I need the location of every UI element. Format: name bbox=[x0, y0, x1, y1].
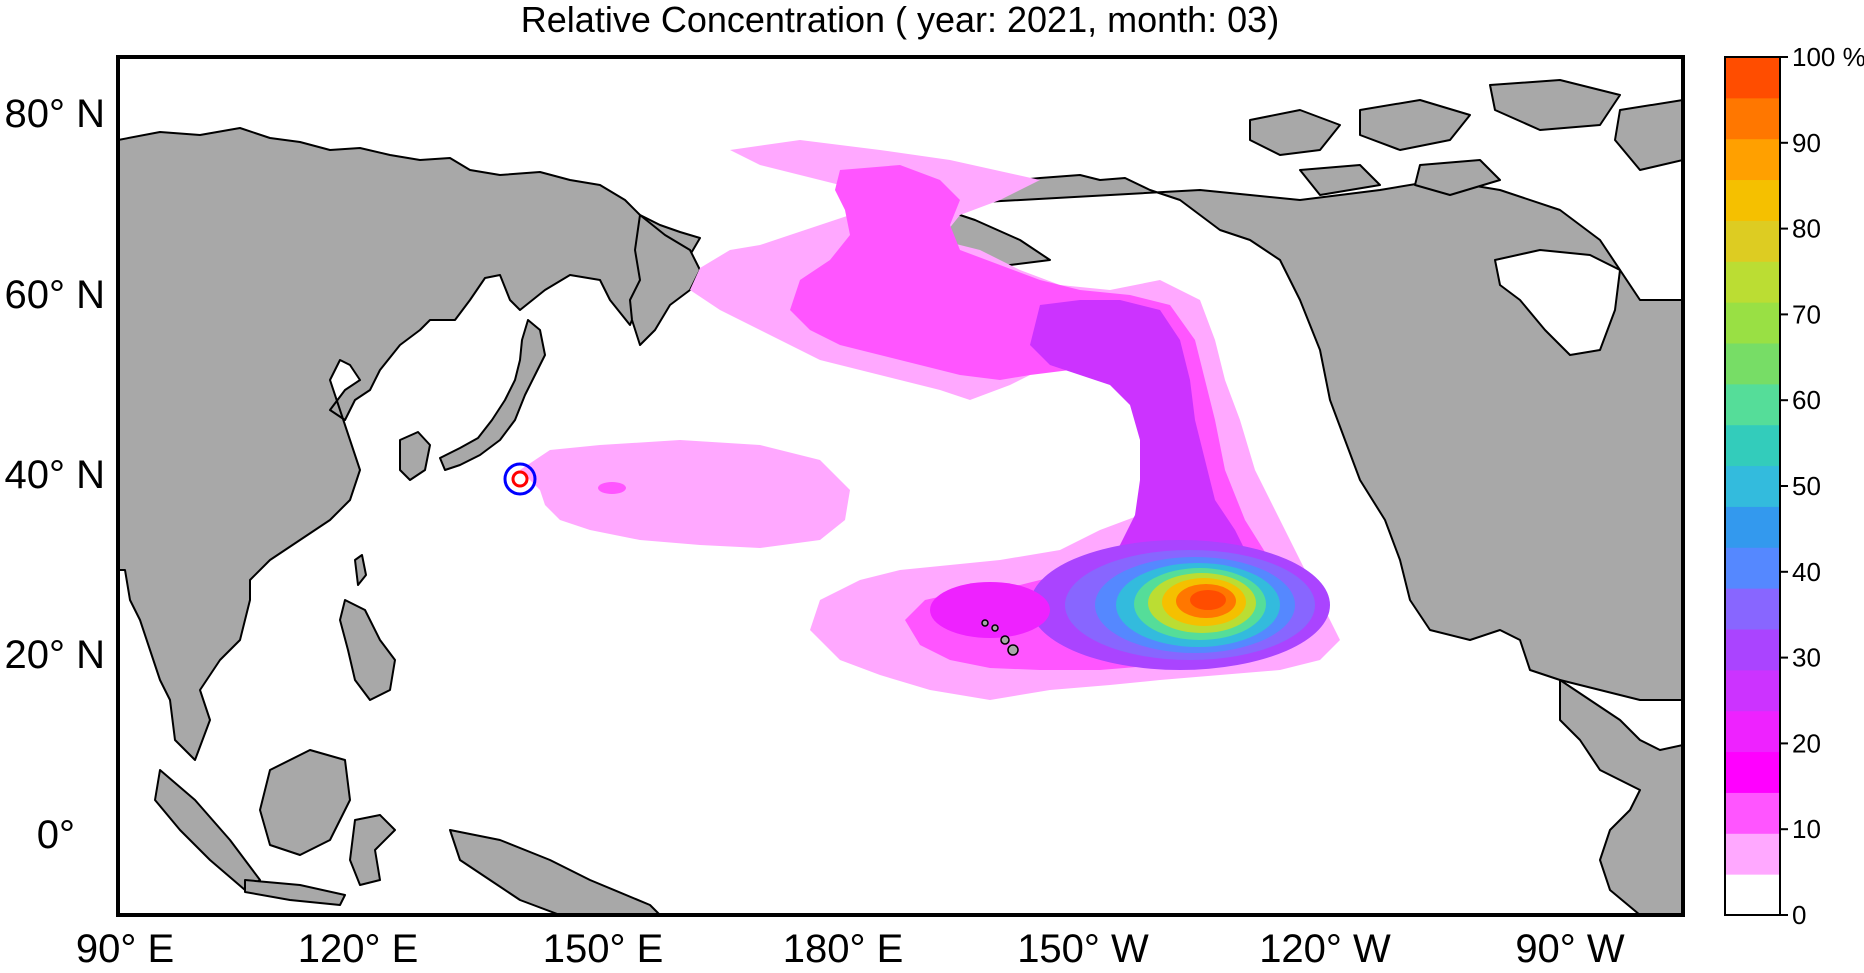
colorbar-tick-label: 0 bbox=[1792, 900, 1806, 930]
concentration-plume bbox=[520, 140, 1340, 700]
colorbar-tick-label: 70 bbox=[1792, 299, 1821, 329]
lat-label-40n: 40° N bbox=[5, 453, 106, 497]
sulawesi-island bbox=[349, 814, 396, 886]
plume-japan-core bbox=[598, 482, 626, 494]
release-site-outer-ring bbox=[503, 462, 537, 496]
lat-label-80n: 80° N bbox=[5, 92, 106, 136]
korea-peninsula bbox=[399, 431, 431, 481]
colorbar-block-19 bbox=[1725, 97, 1780, 140]
kamchatka-peninsula bbox=[629, 214, 701, 346]
map-panel bbox=[116, 55, 1685, 917]
colorbar-block-12 bbox=[1725, 383, 1780, 426]
colorbar-block-8 bbox=[1725, 547, 1780, 589]
colorbar-block-17 bbox=[1725, 179, 1780, 221]
arctic-islands bbox=[1249, 79, 1683, 196]
taiwan-island bbox=[354, 554, 367, 586]
map-title: Relative Concentration ( year: 2021, mon… bbox=[521, 0, 1279, 40]
lon-label-120w: 120° W bbox=[1259, 927, 1391, 971]
longitude-labels: 90° E 120° E 150° E 180° E 150° W 120° W… bbox=[76, 927, 1625, 971]
borneo-island bbox=[259, 749, 351, 856]
release-site-inner-ring bbox=[511, 470, 529, 488]
colorbar-block-0 bbox=[1725, 874, 1780, 916]
colorbar-block-9 bbox=[1725, 506, 1780, 548]
lon-label-150w: 150° W bbox=[1017, 927, 1149, 971]
colorbar-block-20 bbox=[1725, 57, 1780, 99]
colorbar-block-5 bbox=[1725, 669, 1780, 712]
plume-japan-east bbox=[520, 440, 850, 548]
colorbar-tick-label: 50 bbox=[1792, 471, 1821, 501]
plume-hawaii-magenta bbox=[930, 582, 1050, 638]
map-frame bbox=[116, 55, 1685, 917]
java-island bbox=[244, 879, 346, 906]
colorbar-tick-label: 30 bbox=[1792, 643, 1821, 673]
latitude-labels: 80° N 60° N 40° N 20° N 0° bbox=[5, 92, 106, 857]
release-site-marker bbox=[503, 462, 537, 496]
colorbar-tick-label: 100 % bbox=[1792, 42, 1864, 72]
colorbar-tick-label: 90 bbox=[1792, 128, 1821, 158]
colorbar-tick-label: 80 bbox=[1792, 214, 1821, 244]
colorbar-tick-label: 20 bbox=[1792, 728, 1821, 758]
lon-label-90e: 90° E bbox=[76, 927, 174, 971]
colorbar-block-18 bbox=[1725, 138, 1780, 181]
lon-label-120e: 120° E bbox=[298, 927, 419, 971]
philippines-islands bbox=[339, 599, 396, 701]
colorbar: 100 % 90 80 70 60 50 40 30 20 10 0 bbox=[1724, 42, 1864, 930]
lon-label-150e: 150° E bbox=[543, 927, 664, 971]
japan-islands bbox=[439, 319, 546, 471]
lon-label-180e: 180° E bbox=[783, 927, 904, 971]
asia-landmass bbox=[118, 127, 701, 761]
colorbar-block-4 bbox=[1725, 710, 1780, 753]
central-america-landmass bbox=[1559, 679, 1683, 915]
colorbar-block-1 bbox=[1725, 833, 1780, 875]
colorbar-block-2 bbox=[1725, 792, 1780, 834]
colorbar-block-15 bbox=[1725, 261, 1780, 303]
lat-label-20n: 20° N bbox=[5, 633, 106, 677]
colorbar-block-11 bbox=[1725, 424, 1780, 467]
colorbar-tick-label: 40 bbox=[1792, 557, 1821, 587]
new-guinea-island bbox=[449, 829, 661, 915]
colorbar-tick-label: 60 bbox=[1792, 385, 1821, 415]
lat-label-0: 0° bbox=[37, 813, 75, 857]
colorbar-blocks bbox=[1725, 57, 1780, 916]
colorbar-block-14 bbox=[1725, 302, 1780, 344]
hudson-bay bbox=[1494, 249, 1621, 356]
colorbar-block-3 bbox=[1725, 751, 1780, 793]
lat-label-60n: 60° N bbox=[5, 273, 106, 317]
colorbar-block-13 bbox=[1725, 343, 1780, 385]
colorbar-block-6 bbox=[1725, 629, 1780, 671]
hawaii-islands bbox=[981, 619, 1019, 656]
colorbar-tick-label: 10 bbox=[1792, 814, 1821, 844]
colorbar-ticks: 100 % 90 80 70 60 50 40 30 20 10 0 bbox=[1780, 42, 1864, 930]
colorbar-block-16 bbox=[1725, 220, 1780, 262]
lon-label-90w: 90° W bbox=[1515, 927, 1625, 971]
colorbar-block-7 bbox=[1725, 588, 1780, 630]
land-layer bbox=[118, 79, 1683, 915]
colorbar-block-10 bbox=[1725, 465, 1780, 507]
plume-hotspot-core bbox=[1190, 590, 1226, 610]
